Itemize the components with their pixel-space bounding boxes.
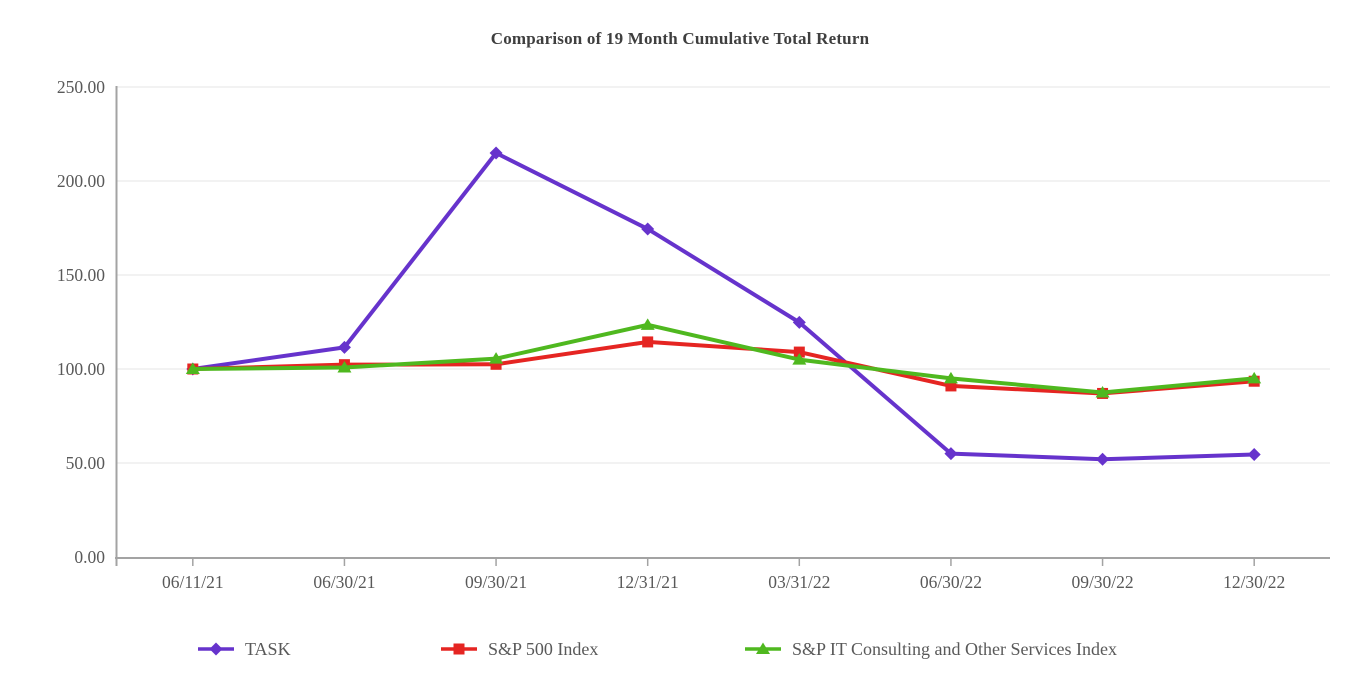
- data-point-marker-s-p-it-consulting-and-other-services-index: [185, 362, 200, 374]
- y-axis-label: 250.00: [57, 77, 105, 97]
- data-point-marker-s-p-it-consulting-and-other-services-index: [640, 318, 655, 330]
- x-axis-label: 09/30/21: [465, 572, 527, 592]
- x-axis-label: 09/30/22: [1071, 572, 1133, 592]
- legend-marker-shape: [453, 643, 465, 655]
- legend-marker-shape: [209, 642, 223, 656]
- legend-item-task: TASK: [195, 636, 291, 662]
- y-axis-label: 0.00: [74, 547, 105, 567]
- data-point-marker-task: [1096, 452, 1110, 466]
- legend-label-sp500: S&P 500 Index: [488, 638, 599, 659]
- x-axis-label: 12/30/22: [1223, 572, 1285, 592]
- legend-marker-shape: [756, 642, 770, 654]
- data-point-marker-task: [1247, 448, 1261, 462]
- series-line-s-p-it-consulting-and-other-services-index: [190, 322, 1257, 395]
- data-point-marker-s-p-500-index: [490, 358, 502, 370]
- x-axis-label: 06/11/21: [162, 572, 224, 592]
- data-point-marker-s-p-it-consulting-and-other-services-index: [1247, 371, 1262, 384]
- legend-label-task: TASK: [245, 638, 291, 659]
- sp-it-consulting-triangle-legend-icon: [745, 642, 781, 654]
- data-point-marker-task: [337, 340, 351, 354]
- data-point-marker-s-p-it-consulting-and-other-services-index: [792, 353, 807, 365]
- x-axis-label: 06/30/22: [920, 572, 982, 592]
- legend-item-sp-it-consulting: S&P IT Consulting and Other Services Ind…: [742, 636, 1117, 662]
- data-point-marker-s-p-it-consulting-and-other-services-index: [943, 371, 958, 384]
- task-diamond-legend-icon: [198, 642, 234, 656]
- data-point-marker-task: [792, 315, 806, 329]
- x-axis-label: 06/30/21: [313, 572, 375, 592]
- chart-title: Comparison of 19 Month Cumulative Total …: [490, 29, 870, 48]
- data-point-marker-task: [944, 447, 958, 461]
- data-point-marker-s-p-500-index: [642, 336, 654, 348]
- line-chart-plot-area: 06/11/21 06/30/21 09/30/21 12/31/21 03/31/22…: [57, 77, 1330, 592]
- x-axis-label: 03/31/22: [768, 572, 830, 592]
- chart-legend: TASK S&P 500 Index S&P IT Consulting and…: [0, 636, 1360, 666]
- data-point-marker-task: [489, 146, 503, 160]
- data-point-marker-task: [641, 222, 655, 236]
- data-point-marker-s-p-500-index: [793, 346, 805, 358]
- legend-item-sp500: S&P 500 Index: [438, 636, 598, 662]
- y-axis-label: 200.00: [57, 171, 105, 191]
- series-s-p-it-consulting-and-other-services-index: [185, 318, 1262, 398]
- sp500-square-legend-icon: [441, 643, 477, 655]
- series-line-task: [190, 150, 1257, 462]
- data-point-marker-s-p-it-consulting-and-other-services-index: [489, 352, 504, 364]
- series-task: [186, 146, 1261, 466]
- y-axis-label: 50.00: [66, 453, 106, 473]
- data-point-marker-s-p-it-consulting-and-other-services-index: [337, 360, 352, 373]
- legend-label-sp-it-consulting: S&P IT Consulting and Other Services Ind…: [792, 638, 1117, 659]
- y-axis-label: 150.00: [57, 265, 105, 285]
- data-point-marker-s-p-it-consulting-and-other-services-index: [1095, 386, 1110, 398]
- y-axis-label: 100.00: [57, 359, 105, 379]
- data-point-marker-s-p-500-index: [945, 380, 957, 392]
- x-axis-label: 12/31/21: [617, 572, 679, 592]
